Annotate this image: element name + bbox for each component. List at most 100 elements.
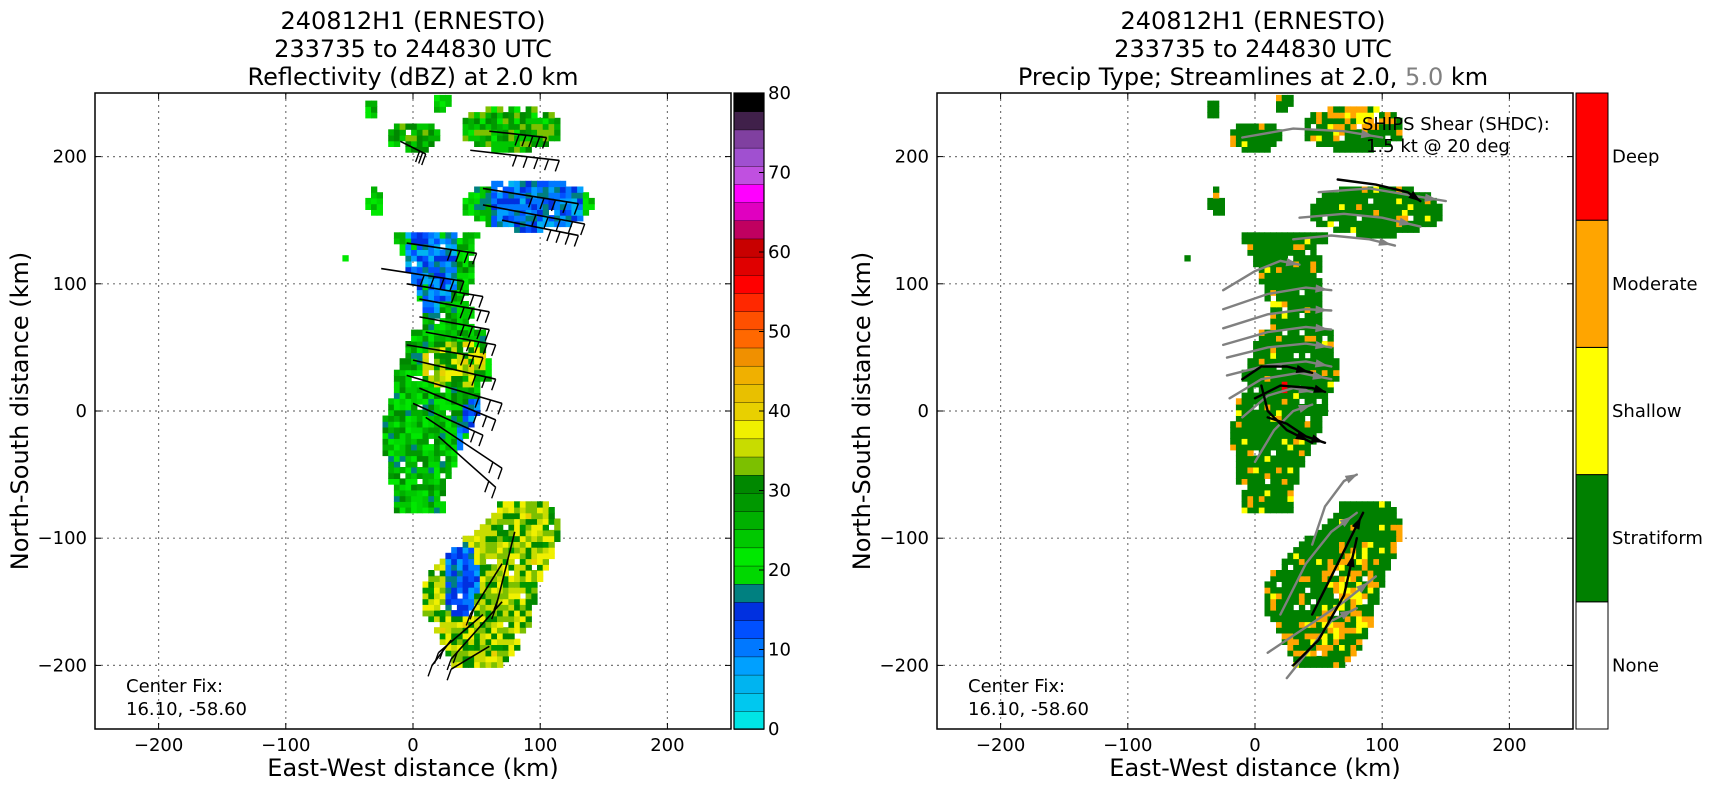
reflectivity-cell <box>508 209 515 216</box>
precip-type-cell <box>1316 278 1323 285</box>
precip-type-cell <box>1241 238 1248 245</box>
precip-type-cell <box>1281 570 1288 577</box>
reflectivity-cell <box>405 352 412 359</box>
reflectivity-cell <box>531 140 538 147</box>
precip-type-cell <box>1258 266 1266 273</box>
reflectivity-cell <box>434 489 441 497</box>
reflectivity-cell <box>491 547 498 554</box>
reflectivity-cell <box>445 621 452 628</box>
precip-type-cell <box>1287 615 1294 623</box>
precip-type-cell <box>1298 587 1306 594</box>
precip-type-cell <box>1384 518 1391 525</box>
precip-type-cell <box>1327 604 1334 611</box>
reflectivity-cell <box>468 192 475 199</box>
precip-type-cell <box>1270 312 1277 319</box>
precip-type-cell <box>1310 564 1317 571</box>
precip-type-cell <box>1270 501 1277 508</box>
wind-barb-shaft <box>406 242 477 255</box>
precip-type-cell <box>1356 604 1363 611</box>
precip-type-cell <box>1304 541 1311 548</box>
precip-type-cell <box>1316 203 1323 210</box>
reflectivity-cell <box>542 524 549 531</box>
streamline-arrow <box>1424 193 1438 202</box>
reflectivity-cell <box>479 358 487 365</box>
precip-type-cell <box>1287 432 1294 439</box>
precip-type-cell <box>1344 615 1351 623</box>
precip-type-cell <box>1339 215 1346 222</box>
precip-type-cell <box>1281 461 1288 468</box>
precip-type-cell <box>1293 323 1300 331</box>
precip-type-cell <box>1287 449 1294 457</box>
reflectivity-cell <box>588 197 595 205</box>
precip-type-cell <box>1264 146 1271 153</box>
precip-type-cell <box>1293 633 1300 640</box>
reflectivity-cell <box>416 444 424 451</box>
reflectivity-cell <box>497 633 504 640</box>
precip-type-cell <box>1281 581 1288 588</box>
reflectivity-cell <box>559 203 567 210</box>
reflectivity-cell <box>508 529 515 537</box>
precip-type-cell <box>1339 581 1346 588</box>
reflectivity-cell <box>439 369 446 376</box>
precip-type-cell <box>1373 575 1380 582</box>
reflectivity-cell <box>468 638 475 645</box>
precip-type-cell <box>1270 438 1277 445</box>
reflectivity-cell <box>399 438 406 445</box>
precip-type-cell <box>1344 564 1351 571</box>
precip-type-cell <box>1356 564 1363 571</box>
precip-type-cell <box>1327 621 1334 628</box>
reflectivity-cell <box>514 112 521 119</box>
left-center-fix-value: 16.10, -58.60 <box>126 699 247 720</box>
precip-type-cell <box>1310 621 1317 628</box>
reflectivity-cell <box>525 112 532 119</box>
reflectivity-cell <box>485 215 492 222</box>
reflectivity-cell <box>451 610 458 617</box>
precip-type-cell <box>1333 655 1340 663</box>
reflectivity-cell <box>411 404 418 411</box>
reflectivity-cell <box>388 415 395 422</box>
reflectivity-cell <box>399 444 406 451</box>
precip-type-cell <box>1235 467 1243 474</box>
precip-type-cell <box>1304 661 1311 668</box>
reflectivity-cell <box>519 203 527 210</box>
wind-barb-shaft <box>450 645 490 670</box>
reflectivity-cell <box>502 535 509 542</box>
reflectivity-cell <box>445 375 452 382</box>
precip-type-cell <box>1276 627 1283 634</box>
precip-type-cell <box>1379 564 1386 571</box>
precip-type-cell <box>1270 329 1277 336</box>
precip-type-cell <box>1281 432 1288 439</box>
precip-type-cell <box>1316 255 1323 262</box>
reflectivity-cell <box>451 409 458 416</box>
reflectivity-cell <box>451 633 458 640</box>
precip-type-cell <box>1281 421 1288 428</box>
wind-barb-flag <box>469 608 475 620</box>
reflectivity-cell <box>428 610 435 617</box>
precip-type-cell <box>1333 644 1340 651</box>
precip-type-cell <box>1327 524 1334 531</box>
precip-type-cell <box>1258 495 1266 502</box>
reflectivity-cell <box>508 215 515 222</box>
precip-type-cell <box>1379 197 1386 205</box>
precip-type-cell <box>1321 329 1329 336</box>
reflectivity-cell <box>508 581 515 588</box>
precip-type-cell <box>1373 524 1380 531</box>
precip-type-cell <box>1401 197 1409 205</box>
precip-type-cell <box>1287 283 1294 291</box>
precip-type-cell <box>1356 192 1363 199</box>
precip-type-cell <box>1339 192 1346 199</box>
reflectivity-cell <box>479 341 487 348</box>
reflectivity-cell <box>451 587 458 594</box>
reflectivity-cell <box>479 541 487 548</box>
precip-type-cell <box>1304 278 1311 285</box>
reflectivity-cell <box>479 575 487 582</box>
precip-type-cell <box>1293 301 1300 308</box>
reflectivity-cell <box>388 444 395 451</box>
reflectivity-cell <box>468 266 475 273</box>
reflectivity-cell <box>456 238 464 245</box>
reflectivity-cell <box>474 655 481 663</box>
precip-type-cell <box>1310 232 1317 239</box>
precip-type-cell <box>1298 558 1306 565</box>
reflectivity-cell <box>519 135 527 142</box>
precip-type-cell <box>1276 426 1283 434</box>
